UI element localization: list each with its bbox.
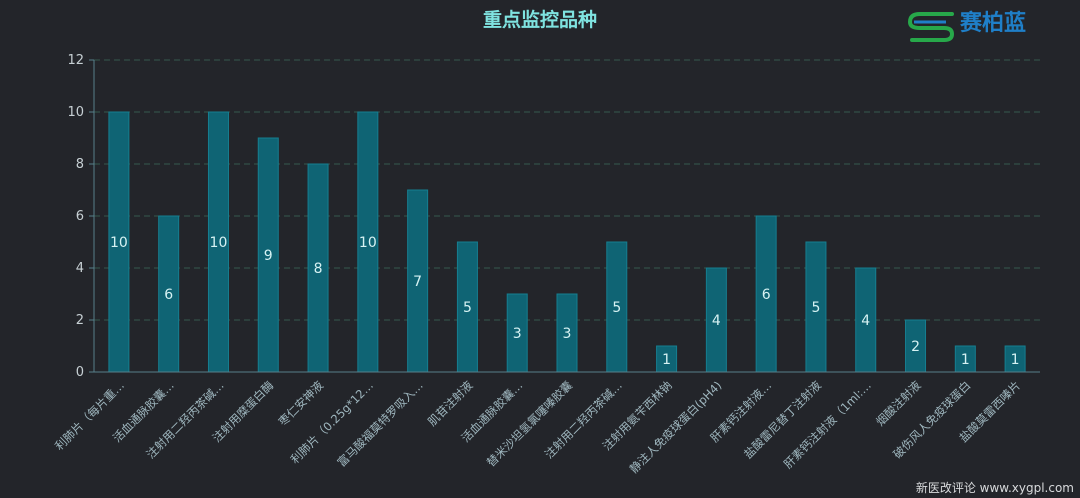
data-label: 10 bbox=[359, 235, 377, 251]
x-tick-label: 枣仁安神液 bbox=[276, 378, 327, 429]
data-label: 5 bbox=[612, 300, 621, 316]
logo-text: 赛柏蓝 bbox=[959, 10, 1026, 36]
data-label: 10 bbox=[110, 235, 128, 251]
chart-title: 重点监控品种 bbox=[483, 8, 597, 31]
grid-lines bbox=[94, 59, 1040, 321]
watermark: 新医改评论 www.xygpl.com bbox=[916, 480, 1074, 495]
y-axis: 0 2 4 6 8 10 12 bbox=[67, 53, 95, 380]
logo: 赛柏蓝 bbox=[907, 10, 1026, 42]
x-tick-label: 肝素钙注射液（1ml:… bbox=[781, 378, 874, 471]
x-tick-label: 肌苷注射液 bbox=[425, 378, 476, 429]
data-label: 3 bbox=[513, 326, 522, 342]
data-label: 9 bbox=[264, 248, 273, 264]
data-label: 6 bbox=[762, 287, 771, 303]
data-label: 3 bbox=[563, 326, 572, 342]
y-tick-label: 0 bbox=[76, 365, 84, 380]
data-label: 6 bbox=[164, 287, 173, 303]
data-label: 2 bbox=[911, 339, 920, 355]
y-tick-label: 4 bbox=[76, 261, 84, 276]
x-tick-label: 替米沙坦氢氯噻嗪胶囊 bbox=[484, 378, 576, 470]
data-label: 1 bbox=[1011, 352, 1020, 368]
data-label: 10 bbox=[210, 235, 228, 251]
x-axis: 利肺片（每片重…活血通脉胶囊…注射用二羟丙茶碱…注射用糜蛋白酶 枣仁安神液利肺片（… bbox=[52, 371, 1040, 476]
y-tick-label: 8 bbox=[76, 157, 84, 172]
data-label: 7 bbox=[413, 274, 422, 290]
y-tick-label: 10 bbox=[67, 105, 84, 120]
data-label: 5 bbox=[463, 300, 472, 316]
y-tick-label: 12 bbox=[67, 53, 84, 68]
data-label: 4 bbox=[861, 313, 870, 329]
data-label: 8 bbox=[314, 261, 323, 277]
data-label: 4 bbox=[712, 313, 721, 329]
x-tick-label: 静注人免疫球蛋白(pH4) bbox=[627, 378, 725, 476]
x-tick-label: 利肺片（0.25g*12… bbox=[288, 378, 376, 466]
data-label: 1 bbox=[961, 352, 970, 368]
y-tick-label: 6 bbox=[76, 209, 84, 224]
x-tick-label: 富马酸福莫特罗吸入… bbox=[335, 378, 426, 469]
s-logo-icon bbox=[907, 12, 955, 42]
x-tick-label: 烟酸注射液 bbox=[873, 378, 924, 429]
bars: 10 6 10 9 8 10 7 5 3 3 5 1 4 6 5 4 2 1 1 bbox=[108, 111, 1026, 373]
y-tick-label: 2 bbox=[76, 313, 84, 328]
data-label: 5 bbox=[811, 300, 820, 316]
data-label: 1 bbox=[662, 352, 671, 368]
